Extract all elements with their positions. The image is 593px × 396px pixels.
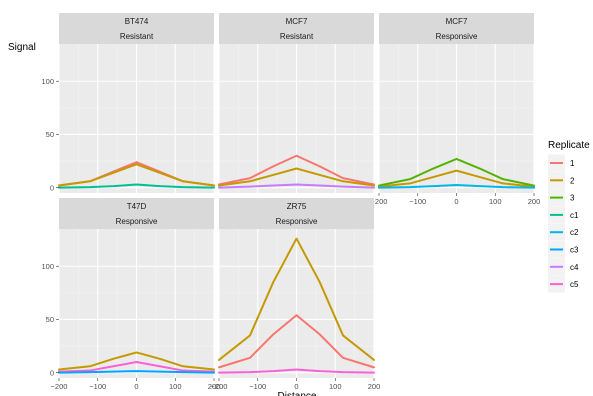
legend-label-c5: c5 [570, 280, 579, 289]
legend-label-2: 2 [570, 176, 575, 185]
panel-1-series-2-line [58, 163, 215, 187]
panel-5-x-tick-label: −200 [211, 382, 228, 391]
panel-1-y-tick-label: 100 [41, 77, 54, 86]
panel-2-series-2-line [218, 167, 375, 187]
panel-1-strip [59, 13, 214, 44]
panel-5-strip [219, 198, 374, 229]
panel-4-x-tick-label: −200 [51, 382, 68, 391]
legend-label-c1: c1 [570, 211, 579, 220]
panel-4-y-tick-label: 50 [46, 315, 54, 324]
panel-2-strip [219, 13, 374, 44]
panel-3-x-tick-label: 0 [454, 197, 458, 206]
panel-5-x-tick-label: −100 [249, 382, 266, 391]
panel-4-strip-label-1: T47D [127, 202, 147, 211]
legend-label-c2: c2 [570, 228, 579, 237]
panel-5-x-tick-label: 200 [368, 382, 381, 391]
legend-label-c4: c4 [570, 263, 579, 272]
panel-5-x-tick-label: 100 [329, 382, 342, 391]
panel-1-series-c1-line [58, 183, 215, 189]
panel-3-x-tick-label: −200 [371, 197, 388, 206]
panel-1-strip-label-2: Resistant [120, 32, 154, 41]
panel-2-series-1-line [218, 154, 375, 186]
panel-2-strip-label-2: Resistant [280, 32, 314, 41]
panel-4-series-c5-line [58, 361, 215, 373]
legend-title: Replicate [548, 140, 590, 151]
panel-1-y-tick-label: 50 [46, 130, 54, 139]
panel-2-strip-label-1: MCF7 [286, 17, 308, 26]
panel-4-series-2-line [58, 351, 215, 371]
panel-4-x-tick-label: 200 [208, 382, 221, 391]
panel-5-strip-label-1: ZR75 [287, 202, 307, 211]
panel-4-x-tick-label: 0 [134, 382, 138, 391]
legend-label-1: 1 [570, 159, 575, 168]
panel-3-x-tick-label: 200 [528, 197, 541, 206]
x-axis-title: Distance [278, 391, 317, 396]
panel-5-series-1-line [218, 314, 375, 369]
panel-3-series-3-line [378, 157, 535, 187]
panel-4-strip-label-2: Responsive [116, 217, 158, 226]
panel-3-strip-label-2: Responsive [436, 32, 478, 41]
panel-4-series-c3-line [58, 370, 215, 374]
legend-label-c3: c3 [570, 246, 579, 255]
panel-5-x-tick-label: 0 [294, 382, 298, 391]
panel-4-x-tick-label: −100 [89, 382, 106, 391]
panel-3-series-2-line [378, 169, 535, 188]
panel-1-y-tick-label: 0 [50, 183, 54, 192]
legend-label-3: 3 [570, 194, 575, 203]
panel-3-strip [379, 13, 534, 44]
panel-3-x-tick-label: −100 [409, 197, 426, 206]
panel-3-x-tick-label: 100 [489, 197, 502, 206]
y-axis-title: Signal [8, 42, 36, 53]
panel-1-strip-label-1: BT474 [125, 17, 149, 26]
panel-4-y-tick-label: 100 [41, 262, 54, 271]
panel-5-series-c5-line [218, 368, 375, 374]
panel-3-series-c2-line [378, 184, 535, 189]
panel-2-series-c4-line [218, 183, 375, 189]
panel-5-strip-label-2: Responsive [276, 217, 318, 226]
panel-3-strip-label-1: MCF7 [446, 17, 468, 26]
panel-5-series-2-line [218, 237, 375, 361]
panel-4-strip [59, 198, 214, 229]
panel-4-x-tick-label: 100 [169, 382, 182, 391]
panel-4-y-tick-label: 0 [50, 368, 54, 377]
